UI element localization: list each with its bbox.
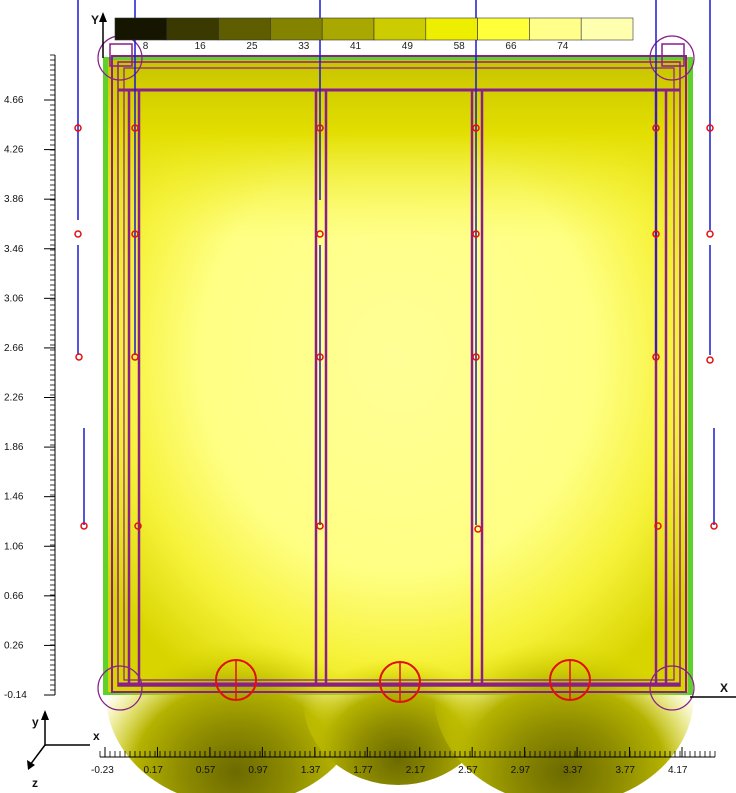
legend-value-label: 8 xyxy=(143,41,149,52)
x-tick-label: -0.23 xyxy=(91,765,114,776)
y-tick-label: -0.14 xyxy=(4,690,27,701)
legend-swatch xyxy=(425,17,478,41)
legend-value-label: 16 xyxy=(195,41,207,52)
y-tick-label: 0.66 xyxy=(4,591,24,602)
y-tick-label: 2.66 xyxy=(4,343,24,354)
y-ruler: 4.66 4.26 3.86 3.46 3.06 2.66 2.26 1.86 1.46 1.06… xyxy=(4,54,56,701)
legend-swatch xyxy=(218,17,271,41)
legend-value-label: 49 xyxy=(402,41,414,52)
x-tick-label: 2.57 xyxy=(458,765,478,776)
legend-swatch xyxy=(321,17,375,41)
contour-pit xyxy=(434,585,694,793)
legend-value-label: 33 xyxy=(298,41,310,52)
local-z-label: z xyxy=(32,776,38,790)
support-markers xyxy=(74,124,718,703)
local-y-arrowhead xyxy=(41,710,49,720)
color-legend: 8 16 25 33 41 49 58 66 74 xyxy=(114,17,634,52)
local-x-label: x xyxy=(93,729,100,743)
global-x-label: X xyxy=(720,681,728,695)
legend-swatch xyxy=(270,17,323,41)
y-tick-label: 3.46 xyxy=(4,244,24,255)
global-y-label: Y xyxy=(91,13,99,27)
legend-value-label: 58 xyxy=(454,41,466,52)
legend-value-label: 41 xyxy=(350,41,362,52)
x-tick-label: 4.17 xyxy=(668,765,688,776)
y-tick-label: 0.26 xyxy=(4,640,24,651)
x-tick-label: 0.57 xyxy=(196,765,216,776)
legend-swatch xyxy=(166,17,219,41)
top-zone xyxy=(108,60,688,240)
y-tick-label: 1.46 xyxy=(4,492,24,503)
local-z-axis xyxy=(29,744,46,766)
x-tick-label: 3.77 xyxy=(616,765,636,776)
x-tick-label: 2.97 xyxy=(511,765,531,776)
legend-value-label: 25 xyxy=(246,41,258,52)
legend-swatch xyxy=(477,17,530,41)
local-y-label: y xyxy=(32,715,39,729)
rebar-lines xyxy=(77,0,715,525)
legend-swatch xyxy=(529,17,582,41)
global-y-arrowhead xyxy=(99,12,107,22)
legend-value-label: 74 xyxy=(557,41,569,52)
legend-swatch xyxy=(373,17,427,41)
y-tick-label: 3.06 xyxy=(4,293,24,304)
legend-swatch xyxy=(114,17,168,41)
x-tick-label: 1.37 xyxy=(301,765,321,776)
x-tick-label: 1.77 xyxy=(353,765,373,776)
x-tick-label: 2.17 xyxy=(406,765,426,776)
local-z-arrowhead xyxy=(27,760,35,770)
y-tick-label: 4.66 xyxy=(4,95,24,106)
frame xyxy=(97,35,695,711)
x-tick-label: 0.17 xyxy=(143,765,163,776)
legend-value-label: 66 xyxy=(505,41,517,52)
y-tick-label: 4.26 xyxy=(4,145,24,156)
legend-swatch xyxy=(580,17,634,41)
x-ruler: -0.23 0.17 0.57 0.97 1.37 1.77 2.17 2.57 2.97 3.3… xyxy=(91,747,716,776)
x-tick-label: 3.37 xyxy=(563,765,583,776)
y-tick-label: 2.26 xyxy=(4,393,24,404)
y-tick-label: 1.06 xyxy=(4,541,24,552)
x-tick-label: 0.97 xyxy=(248,765,268,776)
y-tick-label: 3.86 xyxy=(4,194,24,205)
y-tick-label: 1.86 xyxy=(4,442,24,453)
